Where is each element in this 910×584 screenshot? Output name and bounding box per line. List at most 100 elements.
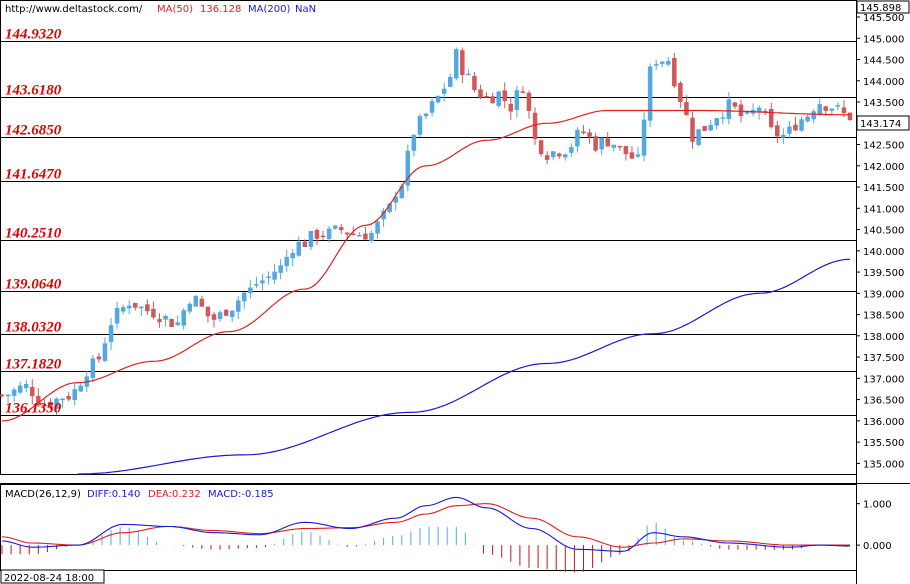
candle-down [738,104,744,117]
candle-down [351,233,356,236]
candle-up [720,117,726,119]
macd-value: MACD:-0.185 [208,489,274,500]
candle-up [441,88,447,94]
top-price-label: 145.898 [860,3,901,14]
candle-up [296,241,302,256]
candle-up [417,116,423,135]
candle-down [320,235,326,238]
candle-up [611,144,617,148]
candle-up [181,310,186,326]
level-label: 138.0320 [5,320,62,336]
candle-up [175,322,180,325]
top-price-box [856,0,910,14]
candle-up [496,91,501,106]
candle-up [659,61,665,64]
candle-down [508,103,514,112]
candle-down [157,319,162,323]
candle-up [254,284,259,286]
candle-up [805,116,810,122]
candle-up [756,107,762,112]
candle-up [90,358,96,379]
level-label: 143.6180 [5,83,62,99]
candle-up [563,154,568,158]
y-tick-label: 142.000 [863,162,904,173]
candle-down [702,126,707,131]
level-label: 139.0640 [5,277,62,293]
candle-down [587,132,592,137]
date-label: 2022-08-24 18:00 [4,573,94,584]
y-tick-label: 135.500 [863,438,904,449]
candle-up [357,234,362,237]
candle-up [326,228,332,240]
candle-down [302,241,308,248]
candle-up [647,66,653,121]
y-tick-label: 138.000 [863,332,904,343]
candle-down [30,386,35,397]
candle-up [126,305,132,309]
candle-down [581,131,586,134]
candle-up [114,307,120,324]
candle-up [447,77,453,87]
y-tick-label: 136.500 [863,396,904,407]
candle-down [199,298,205,307]
candle-up [260,280,265,284]
ma50-label: MA(50) [157,4,193,15]
candle-up [411,134,417,151]
candle-up [266,276,271,278]
candle-down [617,145,623,148]
candle-up [11,389,17,396]
site-url[interactable]: http://www.deltastock.com/ [5,4,143,15]
candle-down [42,404,47,407]
candle-down [678,82,683,102]
candle-up [284,256,289,267]
candle-down [538,140,544,155]
candle-down [775,125,780,137]
y-tick-label: 139.500 [863,268,904,279]
candle-up [139,306,144,309]
candle-up [272,271,277,280]
candle-down [841,107,847,114]
candle-down [345,232,350,235]
candle-down [205,306,211,317]
candle-down [502,90,507,102]
candle-up [17,385,23,393]
candle-up [454,49,459,79]
candle-down [151,308,156,318]
y-tick-label: 140.500 [863,226,904,237]
candle-up [217,312,223,319]
candle-down [363,233,368,240]
y-tick-label: 143.500 [863,98,904,109]
candle-up [514,90,520,110]
candle-up [550,151,556,158]
y-tick-label: 144.000 [863,77,904,88]
candle-up [575,129,580,147]
candle-up [60,398,65,401]
candle-down [314,229,320,239]
macd-tick-label: 1.000 [863,500,892,511]
y-tick-label: 138.500 [863,311,904,322]
candle-down [133,302,138,308]
candle-down [526,92,532,111]
candle-up [641,119,647,156]
y-tick-label: 135.000 [863,459,904,470]
ma50-line [1,109,850,422]
candle-up [405,150,411,186]
candle-down [145,304,150,312]
candle-up [290,252,295,259]
level-label: 136.1350 [5,401,62,417]
candle-down [629,152,635,159]
candle-up [726,99,732,120]
candle-down [472,75,477,91]
candle-down [690,117,695,142]
candle-down [66,396,71,400]
level-label: 142.6850 [5,123,62,139]
y-tick-label: 145.500 [863,13,904,24]
y-tick-label: 141.000 [863,204,904,215]
candle-up [308,230,314,247]
candle-up [635,154,641,157]
candle-down [460,50,465,75]
candle-up [696,129,701,145]
candle-down [557,153,562,157]
candle-up [102,343,108,361]
